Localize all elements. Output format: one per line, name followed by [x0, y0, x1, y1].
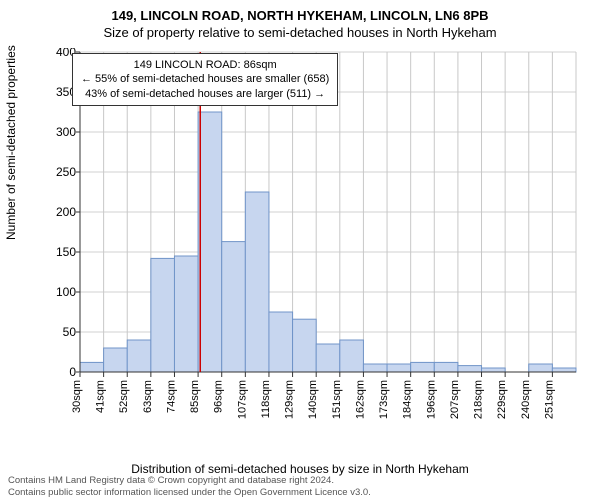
svg-text:184sqm: 184sqm: [402, 380, 414, 419]
svg-text:173sqm: 173sqm: [378, 380, 390, 419]
y-axis-label: Number of semi-detached properties: [4, 45, 18, 240]
svg-text:300: 300: [56, 125, 76, 139]
svg-text:30sqm: 30sqm: [71, 380, 83, 413]
svg-text:218sqm: 218sqm: [473, 380, 485, 419]
svg-text:207sqm: 207sqm: [449, 380, 461, 419]
svg-text:74sqm: 74sqm: [165, 380, 177, 413]
svg-text:0: 0: [69, 365, 76, 379]
legend-line3: 43% of semi-detached houses are larger (…: [81, 87, 329, 101]
svg-text:240sqm: 240sqm: [520, 380, 532, 419]
footer-line2: Contains public sector information licen…: [8, 487, 371, 498]
svg-text:52sqm: 52sqm: [118, 380, 130, 413]
svg-text:150: 150: [56, 245, 76, 259]
svg-text:85sqm: 85sqm: [189, 380, 201, 413]
svg-text:96sqm: 96sqm: [213, 380, 225, 413]
chart-title-line1: 149, LINCOLN ROAD, NORTH HYKEHAM, LINCOL…: [0, 8, 600, 25]
legend-line1: 149 LINCOLN ROAD: 86sqm: [81, 58, 329, 72]
x-axis-label: Distribution of semi-detached houses by …: [0, 462, 600, 476]
svg-text:118sqm: 118sqm: [260, 380, 272, 418]
svg-text:250: 250: [56, 165, 76, 179]
chart-title-block: 149, LINCOLN ROAD, NORTH HYKEHAM, LINCOL…: [0, 0, 600, 42]
footer-line1: Contains HM Land Registry data © Crown c…: [8, 475, 371, 486]
chart-title-line2: Size of property relative to semi-detach…: [0, 25, 600, 42]
footer-attribution: Contains HM Land Registry data © Crown c…: [8, 475, 371, 498]
chart-legend-box: 149 LINCOLN ROAD: 86sqm ← 55% of semi-de…: [72, 53, 338, 106]
svg-text:100: 100: [56, 285, 76, 299]
svg-text:50: 50: [63, 325, 77, 339]
svg-text:63sqm: 63sqm: [142, 380, 154, 413]
svg-text:200: 200: [56, 205, 76, 219]
svg-text:129sqm: 129sqm: [284, 380, 296, 419]
svg-text:151sqm: 151sqm: [331, 380, 343, 419]
svg-text:41sqm: 41sqm: [95, 380, 107, 413]
svg-text:107sqm: 107sqm: [236, 380, 248, 419]
svg-text:251sqm: 251sqm: [543, 380, 555, 419]
svg-text:196sqm: 196sqm: [425, 380, 437, 419]
svg-text:140sqm: 140sqm: [307, 380, 319, 419]
legend-line2: ← 55% of semi-detached houses are smalle…: [81, 72, 329, 86]
svg-text:229sqm: 229sqm: [496, 380, 508, 419]
svg-text:162sqm: 162sqm: [354, 380, 366, 419]
